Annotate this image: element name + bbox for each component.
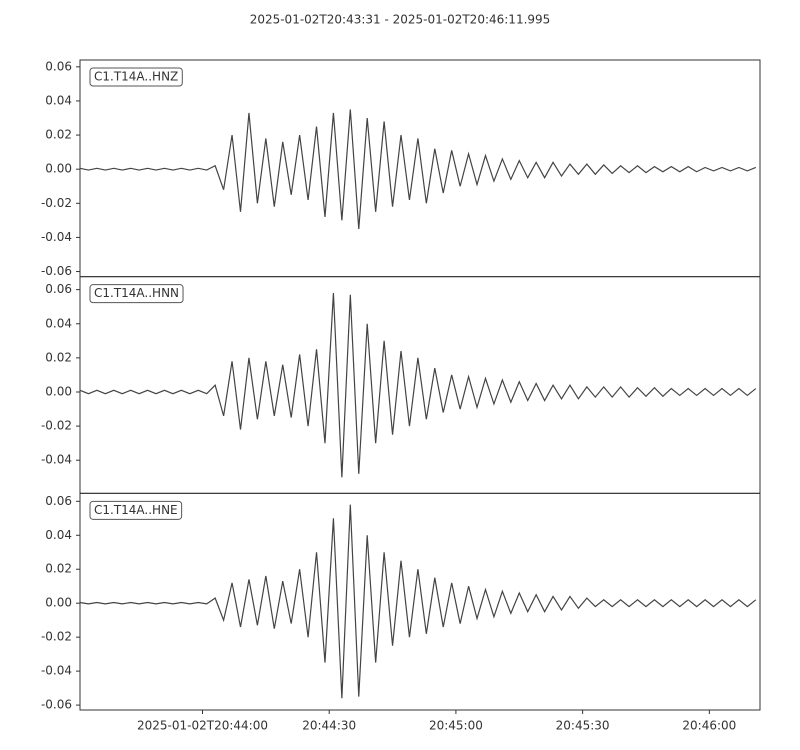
panel-frame <box>79 492 761 711</box>
trace-label-box <box>89 284 184 304</box>
y-tick-label: 0.06 <box>45 282 72 296</box>
x-tick-label: 20:45:30 <box>556 719 610 733</box>
y-tick-label: -0.06 <box>41 264 72 278</box>
x-tick-label: 2025-01-02T20:44:00 <box>137 719 268 733</box>
trace-label: C1.T14A..HNN <box>94 286 179 300</box>
y-tick-label: -0.02 <box>41 196 72 210</box>
x-tick-label: 20:46:00 <box>682 719 736 733</box>
y-tick-label: -0.04 <box>41 453 72 467</box>
chart-title: 2025-01-02T20:43:31 - 2025-01-02T20:46:1… <box>250 13 551 27</box>
y-tick-label: 0.02 <box>45 128 72 142</box>
waveform <box>79 109 757 229</box>
y-tick-label: 0.04 <box>45 93 72 107</box>
y-tick-label: -0.04 <box>41 664 72 678</box>
trace-label: C1.T14A..HNE <box>94 503 178 517</box>
y-tick-label: 0.06 <box>45 59 72 73</box>
y-tick-label: 0.00 <box>45 384 72 398</box>
y-tick-label: 0.00 <box>45 162 72 176</box>
waveform <box>79 504 757 699</box>
x-tick-label: 20:44:30 <box>302 719 356 733</box>
x-tick-label: 20:45:00 <box>429 719 483 733</box>
y-tick-label: -0.02 <box>41 419 72 433</box>
y-tick-label: 0.00 <box>45 596 72 610</box>
trace-label-box <box>89 500 183 520</box>
trace-label: C1.T14A..HNZ <box>94 70 178 84</box>
y-tick-label: 0.02 <box>45 350 72 364</box>
y-tick-label: -0.04 <box>41 230 72 244</box>
y-tick-label: 0.04 <box>45 528 72 542</box>
y-tick-label: 0.04 <box>45 316 72 330</box>
waveform <box>79 293 757 478</box>
panel-frame <box>79 276 761 494</box>
y-tick-label: 0.06 <box>45 494 72 508</box>
trace-label-box <box>89 67 183 87</box>
y-tick-label: 0.02 <box>45 562 72 576</box>
y-tick-label: -0.06 <box>41 698 72 712</box>
y-tick-label: -0.02 <box>41 630 72 644</box>
